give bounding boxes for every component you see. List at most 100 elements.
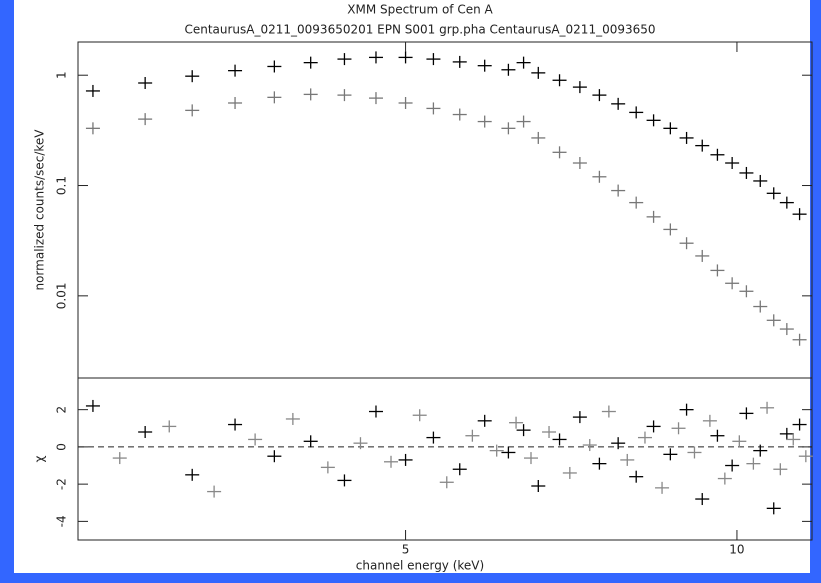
data-point [552,433,567,446]
data-point [695,493,710,506]
data-point [629,106,644,119]
data-point [702,414,717,427]
data-point [303,435,318,448]
data-point [516,56,531,69]
chart-subtitle: CentaurusA_0211_0093650201 EPN S001 grp.… [184,23,655,37]
data-point [138,113,153,126]
data-point [398,51,413,64]
data-point [426,102,441,115]
data-point [710,264,725,277]
data-point [337,53,352,66]
data-point [637,431,652,444]
y-axis-label: normalized counts/sec/keV [33,129,47,291]
data-point [368,92,383,105]
y-tick-label: 0.01 [55,282,69,309]
data-point [303,56,318,69]
data-point [679,237,694,250]
data-point [798,450,813,463]
data-point [695,249,710,262]
data-point [138,76,153,89]
data-point [452,108,467,121]
data-point [185,468,200,481]
data-point [766,187,781,200]
data-point [562,466,577,479]
data-point [725,157,740,170]
data-point [531,66,546,79]
data-point [185,104,200,117]
data-point [717,472,732,485]
y-tick-label: -4 [55,515,69,527]
data-point [629,470,644,483]
data-point [792,333,807,346]
data-point [746,457,761,470]
data-point [739,285,754,298]
data-point [501,63,516,76]
y-tick-label: 1 [55,71,69,79]
data-point [501,122,516,135]
data-point [398,453,413,466]
data-point [516,424,531,437]
data-point [320,461,335,474]
data-point [452,463,467,476]
data-point [792,208,807,221]
data-point [646,210,661,223]
data-point [753,174,768,187]
data-point [523,452,538,465]
data-point [465,429,480,442]
x-tick-label: 10 [729,543,744,557]
data-point [725,459,740,472]
data-point [601,405,616,418]
data-point [477,115,492,128]
data-point [629,196,644,209]
data-point [552,74,567,87]
data-point [489,444,504,457]
y-tick-label: 2 [55,406,69,414]
data-point [162,420,177,433]
y-tick-label: 0 [55,443,69,451]
data-point [337,89,352,102]
data-point [611,437,626,450]
data-point [572,157,587,170]
data-point [725,277,740,290]
data-point [592,170,607,183]
x-tick-label: 5 [402,543,410,557]
data-point [477,414,492,427]
data-point [611,97,626,110]
data-point [185,70,200,83]
data-point [671,422,686,435]
data-point [592,89,607,102]
data-point [679,131,694,144]
data-point [732,435,747,448]
data-point [620,453,635,466]
data-point [531,131,546,144]
data-point [760,401,775,414]
y-tick-label: 0.1 [55,176,69,195]
data-point [663,448,678,461]
data-point [611,184,626,197]
data-point [531,480,546,492]
data-point [85,122,100,135]
data-point [267,91,282,104]
data-point [477,59,492,72]
data-point [646,114,661,127]
data-point [112,452,127,465]
data-point [228,64,243,77]
data-point [773,463,788,476]
data-point [710,148,725,161]
data-point [572,411,587,424]
data-point [792,418,807,431]
data-point [695,139,710,152]
data-point [384,455,399,468]
data-point [138,426,153,438]
data-point [207,485,222,498]
data-point [285,412,300,425]
data-point [663,122,678,135]
data-point [646,420,661,433]
data-point [228,96,243,109]
data-point [228,418,243,431]
data-point [353,437,368,450]
data-point [368,405,383,418]
data-point [739,407,754,420]
data-point [592,457,607,470]
